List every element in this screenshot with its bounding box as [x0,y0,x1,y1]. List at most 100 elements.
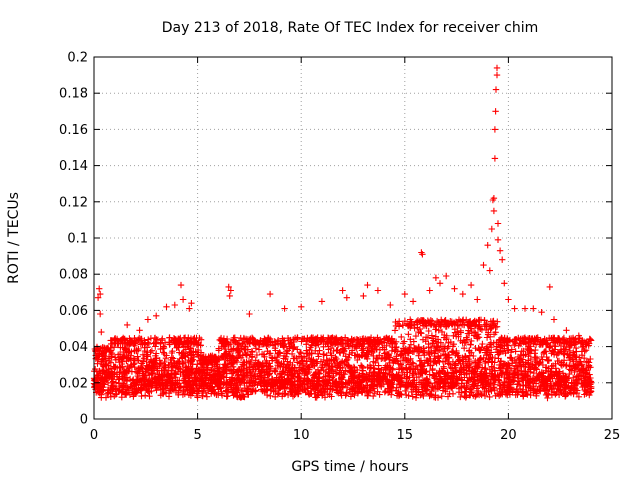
data-point [206,374,213,381]
data-point [347,393,355,400]
y-tick-label: 0.14 [59,159,88,174]
data-point [403,379,410,386]
data-point [511,356,518,364]
data-point [416,357,423,365]
data-point [281,390,288,398]
data-point [166,334,173,341]
data-point [204,366,211,373]
data-point [403,350,411,357]
data-point [307,390,314,397]
x-tick-label: 0 [90,428,98,443]
data-point [579,343,586,351]
data-point [570,349,577,356]
y-tick-label: 0.02 [59,376,88,391]
data-point [107,390,114,397]
data-point [265,378,272,385]
data-point [440,365,448,372]
data-point [117,337,124,344]
data-point [116,351,124,358]
data-point [548,363,555,370]
data-point [119,358,126,365]
data-point [99,387,106,395]
data-point [384,351,391,358]
data-point [253,351,261,359]
data-point [117,364,124,372]
data-point [446,361,454,368]
y-tick-label: 0.06 [59,304,88,319]
data-point [167,371,175,378]
data-point [445,351,453,359]
data-point [573,380,580,387]
data-point [280,363,287,371]
data-point [110,344,118,351]
data-point [193,351,201,358]
data-point [452,351,459,359]
data-point [156,361,164,368]
data-point [399,322,406,329]
data-point [225,283,232,291]
data-point [295,390,302,397]
data-point [288,341,295,348]
data-point [487,318,494,325]
data-point [474,333,481,341]
data-point [364,355,371,362]
data-point [410,377,417,384]
data-point [537,338,544,345]
data-point [585,342,592,349]
data-point [545,368,552,376]
data-point [423,375,431,382]
data-point [215,354,222,361]
data-point [353,336,361,343]
data-point [448,379,455,386]
x-tick-label: 20 [500,428,517,443]
data-point [301,335,308,342]
data-point [143,376,151,384]
data-point [530,383,537,390]
data-point [177,383,185,390]
data-point [582,347,590,354]
data-point [124,321,131,329]
data-point [516,362,524,370]
data-point [530,340,537,348]
data-point [494,236,502,243]
data-point [168,364,175,371]
data-point [329,383,337,390]
data-point [327,349,334,357]
data-point [180,370,187,378]
data-point [145,340,153,348]
data-point [519,372,526,380]
data-point [506,389,514,396]
data-point [324,386,331,393]
data-point [246,310,253,318]
data-point [562,362,570,370]
data-point [224,384,231,391]
data-point [511,305,518,312]
data-point [401,348,408,356]
data-point [382,366,389,373]
data-point [483,388,490,396]
data-point [144,353,151,360]
data-point [115,376,122,383]
data-point [307,387,315,394]
data-point [137,365,144,372]
data-point [308,350,315,357]
data-point [398,381,405,388]
data-point [97,290,104,298]
data-point [180,343,188,350]
data-point [552,365,559,372]
data-point [521,305,529,312]
data-point [195,366,202,373]
data-point [146,380,153,387]
data-point [507,381,514,388]
data-point [428,332,436,339]
data-point [429,367,436,374]
data-point [141,337,148,344]
data-point [128,368,136,375]
data-point [468,368,475,375]
data-point [486,366,493,373]
data-point [337,390,344,397]
data-point [533,392,540,399]
data-point [92,347,99,355]
data-point [138,385,145,392]
data-point [284,358,291,365]
